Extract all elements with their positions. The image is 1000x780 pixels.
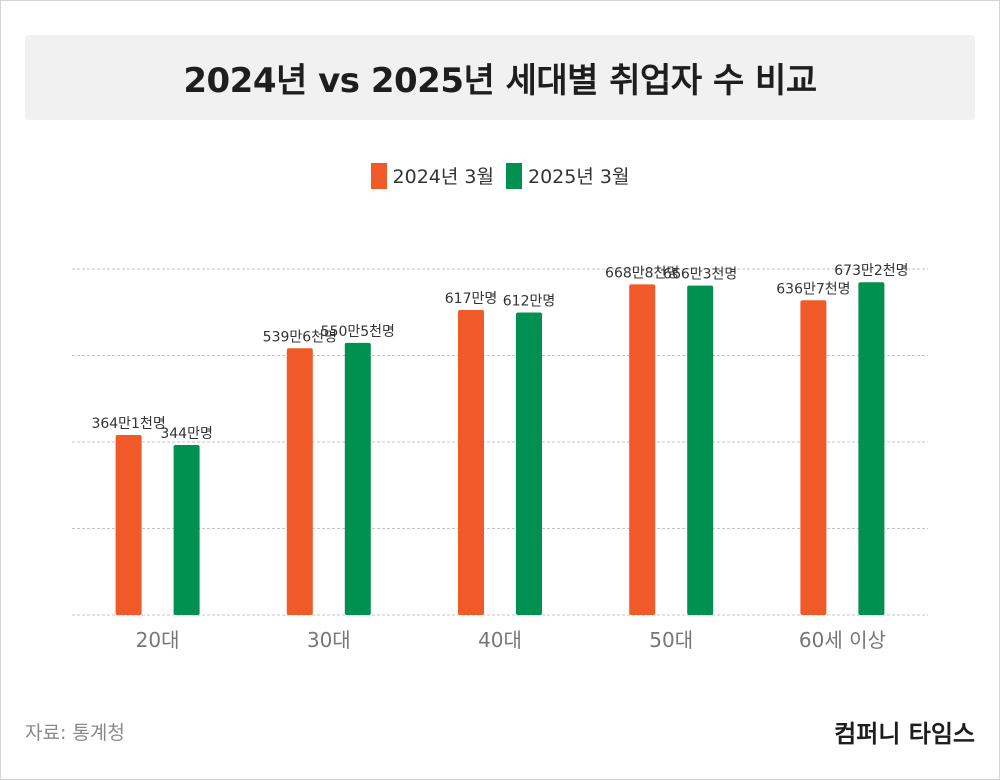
data-label: 550만5천명 xyxy=(321,324,395,340)
chart-title: 2024년 vs 2025년 세대별 취업자 수 비교 xyxy=(183,61,817,101)
title-banner: 2024년 vs 2025년 세대별 취업자 수 비교 xyxy=(25,35,975,120)
legend-label-2024: 2024년 3월 xyxy=(392,166,494,188)
x-tick-label: 30대 xyxy=(307,628,351,652)
legend-item-2025: 2025년 3월 xyxy=(506,162,629,189)
bar-2025-4 xyxy=(687,285,714,615)
brand-logo-text: 컴퍼니 타임스 xyxy=(834,720,975,748)
bar-2024-5 xyxy=(800,300,827,615)
data-label: 344만명 xyxy=(160,426,212,442)
bar-2025-5 xyxy=(858,282,885,615)
bar-2024-2 xyxy=(286,348,313,615)
bar-2025-1 xyxy=(173,444,200,615)
data-label: 636만7천명 xyxy=(776,281,850,297)
data-label: 666만3천명 xyxy=(663,267,737,283)
data-label: 539만6천명 xyxy=(263,329,337,345)
data-label: 668만8천명 xyxy=(605,265,679,281)
legend: 2024년 3월 2025년 3월 xyxy=(0,162,1000,189)
data-label: 612만명 xyxy=(503,293,555,309)
legend-swatch-2025 xyxy=(506,162,522,189)
legend-item-2024: 2024년 3월 xyxy=(370,162,494,189)
bar-2024-4 xyxy=(629,284,656,615)
x-tick-label: 40대 xyxy=(478,628,522,652)
data-label: 617만명 xyxy=(445,291,497,307)
data-label: 364만1천명 xyxy=(91,416,165,432)
data-label: 673만2천명 xyxy=(834,263,908,279)
bar-2025-2 xyxy=(344,342,371,615)
x-tick-label: 50대 xyxy=(649,628,693,652)
bar-2025-3 xyxy=(516,312,542,615)
legend-label-2025: 2025년 3월 xyxy=(528,166,630,188)
legend-swatch-2024 xyxy=(370,162,387,189)
bar-2024-3 xyxy=(458,310,484,615)
source-note: 자료: 통계청 xyxy=(25,722,125,744)
x-tick-label: 20대 xyxy=(136,628,180,652)
bar-2024-1 xyxy=(115,435,142,615)
x-tick-label: 60세 이상 xyxy=(799,628,886,652)
